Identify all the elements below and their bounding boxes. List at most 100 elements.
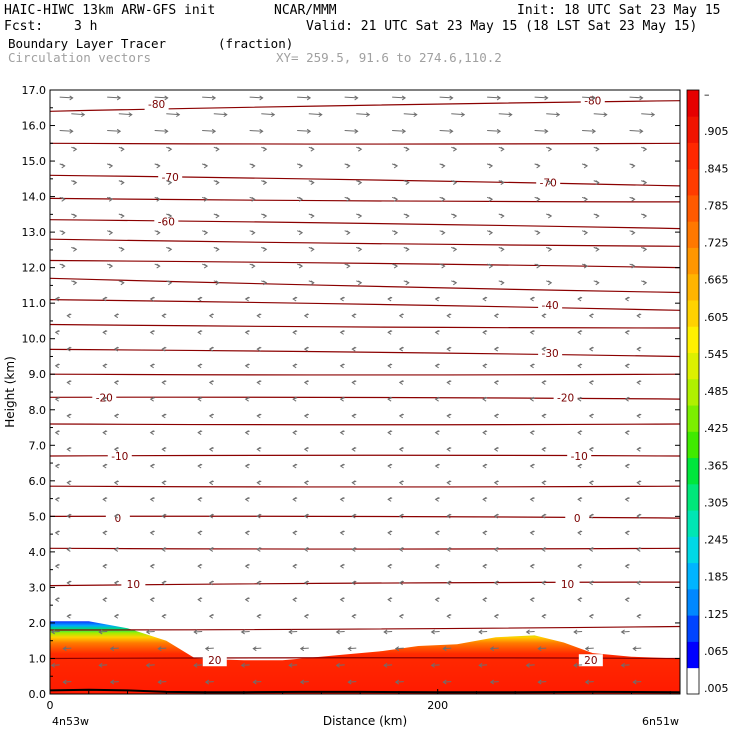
field-name: Boundary Layer Tracer xyxy=(8,36,167,51)
vector-arrowhead xyxy=(109,679,115,685)
vector-arrowhead xyxy=(536,263,541,269)
vector-arrow xyxy=(348,681,357,683)
y-tick-label: 1.0 xyxy=(29,652,47,665)
vector-arrowhead xyxy=(54,597,59,602)
vector-arrowhead xyxy=(149,530,154,536)
vector-arrowhead xyxy=(102,563,107,569)
contour-label: -60 xyxy=(158,216,175,228)
vector-arrowhead xyxy=(66,413,71,419)
vector-arrowhead xyxy=(387,563,392,569)
vector-arrowhead xyxy=(251,196,256,202)
vector-arrowhead xyxy=(544,128,549,134)
colorbar-swatch xyxy=(687,168,699,196)
vector-arrowhead xyxy=(452,246,458,252)
vector-arrow xyxy=(526,664,535,666)
vector-arrowhead xyxy=(102,329,107,335)
contour-label: -20 xyxy=(557,392,574,404)
vector-arrowhead xyxy=(446,480,451,486)
vector-arrowhead xyxy=(208,513,214,519)
vector-arrow xyxy=(431,630,440,633)
vector-arrowhead xyxy=(157,679,162,685)
vector-arrowhead xyxy=(208,480,214,486)
vector-arrowhead xyxy=(288,629,293,635)
vector-arrowhead xyxy=(108,196,114,202)
vector-arrowhead xyxy=(500,213,505,219)
vector-arrow xyxy=(146,630,155,633)
vector-arrowhead xyxy=(351,380,356,385)
vector-arrowhead xyxy=(387,396,392,402)
vector-arrowhead xyxy=(102,430,107,435)
vector-arrowhead xyxy=(259,128,264,134)
vector-arrowhead xyxy=(259,95,264,101)
vector-arrowhead xyxy=(631,163,636,169)
plot-area: -80 -80-70 -70-60-40-30-20 -20-10 -100 010 102… xyxy=(49,94,681,694)
vector-arrowhead xyxy=(632,679,637,685)
vector-arrowhead xyxy=(66,580,71,586)
vector-arrowhead xyxy=(168,146,173,152)
vector-arrowhead xyxy=(449,95,454,101)
vector-arrow xyxy=(99,664,108,666)
vector-arrowhead xyxy=(54,329,59,335)
vector-arrowhead xyxy=(529,396,534,402)
y-axis-label: Height (km) xyxy=(3,356,17,427)
vector-arrowhead xyxy=(434,563,439,569)
vector-arrowhead xyxy=(639,95,644,101)
vector-arrowhead xyxy=(650,112,656,118)
vector-arrowhead xyxy=(493,313,499,319)
vector-arrowhead xyxy=(62,679,67,685)
vector-arrowhead xyxy=(446,313,451,319)
vector-arrowhead xyxy=(387,329,392,335)
vector-arrowhead xyxy=(252,646,257,652)
colorbar-swatch xyxy=(687,247,699,275)
vector-arrowhead xyxy=(405,246,410,252)
vector-arrow xyxy=(526,630,535,633)
vector-arrowhead xyxy=(577,363,582,369)
vector-arrowhead xyxy=(446,346,451,352)
vector-arrowhead xyxy=(339,430,344,435)
vector-arrowhead xyxy=(66,313,71,319)
vector-arrow xyxy=(431,664,440,666)
vector-arrowhead xyxy=(588,513,594,519)
colorbar-swatch xyxy=(687,378,699,406)
vector-arrowhead xyxy=(636,513,641,519)
contour-label-bg xyxy=(553,391,578,404)
vector-arrowhead xyxy=(405,180,410,186)
vector-arrowhead xyxy=(164,128,169,134)
vector-arrowhead xyxy=(120,246,125,252)
vector-arrowhead xyxy=(365,112,371,118)
vector-arrowhead xyxy=(446,413,451,419)
colorbar-swatch xyxy=(687,352,699,380)
vector-arrow xyxy=(336,664,345,666)
vector-arrowhead xyxy=(632,646,637,652)
vector-arrowhead xyxy=(251,230,256,236)
vector-arrowhead xyxy=(161,313,166,319)
vector-arrow xyxy=(384,630,393,633)
colorbar-label: .485 xyxy=(704,385,729,398)
vector-arrowhead xyxy=(441,163,446,169)
vector-arrowhead xyxy=(529,363,534,369)
vector-arrowhead xyxy=(394,679,400,685)
vector-arrowhead xyxy=(642,146,648,152)
vector-arrowhead xyxy=(251,263,256,269)
vector-arrowhead xyxy=(215,180,220,186)
y-tick-label: 14.0 xyxy=(22,191,47,204)
vector-arrowhead xyxy=(299,679,305,685)
isotherm-contour xyxy=(49,219,681,230)
vector-arrowhead xyxy=(203,230,209,236)
org-label: NCAR/MMM xyxy=(274,3,337,18)
vector-arrowhead xyxy=(351,413,356,419)
vector-arrow xyxy=(344,130,358,132)
vector-arrowhead xyxy=(434,530,439,536)
vector-arrowhead xyxy=(624,329,629,335)
vector-arrowhead xyxy=(595,180,600,186)
vector-arrowhead xyxy=(54,396,59,402)
contour-label-bg xyxy=(144,98,169,111)
colorbar-swatch xyxy=(687,483,699,511)
vector-arrowhead xyxy=(208,547,214,552)
vector-arrowhead xyxy=(128,112,133,118)
vector-arrowhead xyxy=(263,180,268,186)
vector-arrow xyxy=(261,113,275,116)
vector-arrowhead xyxy=(489,679,495,685)
vector-arrowhead xyxy=(393,263,399,269)
y-tick-label: 7.0 xyxy=(29,439,47,452)
